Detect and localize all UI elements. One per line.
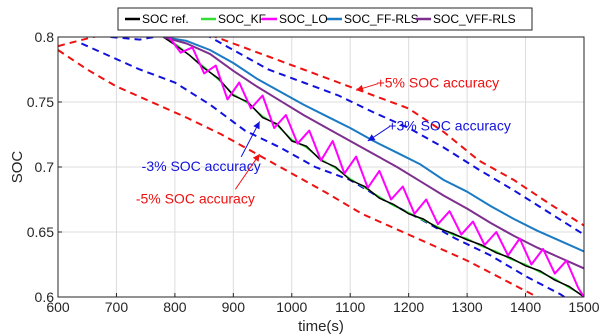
x-tick-label: 1300	[452, 299, 483, 315]
bound-line	[58, 49, 540, 297]
series-lines	[162, 37, 584, 297]
x-tick-label: 900	[222, 299, 246, 315]
x-tick-label: 1100	[335, 299, 365, 315]
legend-entry: SOC ref.	[142, 12, 189, 26]
y-axis-label: SOC	[9, 151, 26, 184]
annotation-arrowhead	[356, 84, 364, 92]
y-tick-label: 0.75	[27, 94, 54, 110]
series-line	[163, 37, 584, 253]
x-tick-label: 700	[105, 299, 129, 315]
x-tick-label: 600	[46, 299, 70, 315]
grid	[57, 36, 585, 298]
x-tick-label: 1000	[276, 299, 307, 315]
accuracy-bounds	[58, 37, 584, 297]
legend-entry: SOC_FF-RLS	[344, 12, 419, 26]
series-line	[162, 37, 584, 297]
y-tick-label: 0.7	[35, 159, 55, 175]
annotation-label: +3% SOC accuracy	[388, 118, 511, 134]
y-tick-label: 0.6	[35, 289, 55, 305]
x-tick-label: 1200	[393, 299, 424, 315]
legend-box	[117, 7, 533, 31]
legend-entry: SOC_LO	[279, 12, 328, 26]
x-tick-label: 800	[163, 299, 187, 315]
bound-line	[80, 42, 567, 297]
annotation-label: +5% SOC accuracy	[377, 75, 500, 91]
series-line	[162, 37, 584, 270]
x-tick-label: 1400	[510, 299, 541, 315]
annotation-label: -5% SOC accuracy	[136, 190, 255, 206]
annotation-arrowhead	[253, 121, 260, 130]
series-line	[168, 37, 584, 297]
y-tick-label: 0.65	[27, 224, 54, 240]
x-axis-label: time(s)	[298, 318, 344, 335]
legend-entry: SOC_VFF-RLS	[433, 12, 516, 26]
legend: SOC ref. SOC_KF SOC_LO SOC_FF-RLS SOC_VFF-RL…	[117, 7, 533, 31]
annotation-arrowhead	[252, 154, 260, 162]
annotation-arrow	[234, 153, 261, 190]
annotations: +5% SOC accuracy +3% SOC accuracy -3% SOC …	[136, 75, 511, 207]
ticks: 600 700 800 900 1000 1100 1200 1300 1400 1500 0.6 0…	[27, 29, 600, 315]
annotation-label: -3% SOC accuracy	[142, 158, 261, 174]
bound-line	[110, 37, 584, 236]
y-tick-label: 0.8	[35, 29, 55, 45]
annotation-arrowhead	[367, 134, 376, 141]
legend-entry: SOC_KF	[218, 12, 266, 26]
x-tick-label: 1500	[568, 299, 599, 315]
